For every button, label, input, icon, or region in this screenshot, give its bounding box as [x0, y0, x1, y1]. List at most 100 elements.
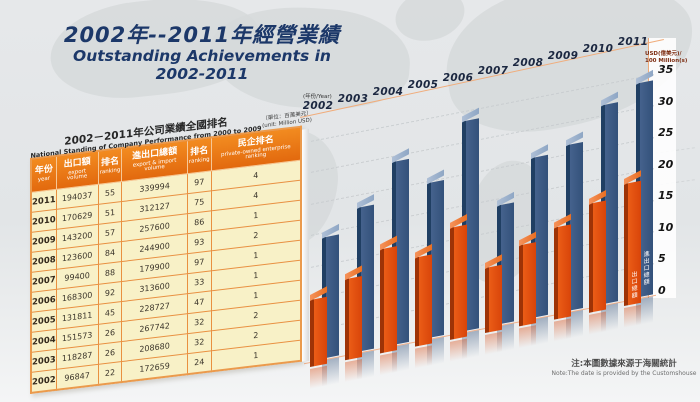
bar-top-cap — [531, 144, 549, 160]
export-bar-2009 — [554, 213, 572, 321]
bar-side-face — [356, 206, 361, 353]
bar-front-face — [453, 224, 467, 340]
export-bar-2003 — [344, 265, 362, 361]
bar-side-face — [636, 82, 641, 299]
reflection-total-2002 — [322, 356, 339, 387]
reflection-export-2009 — [554, 317, 572, 342]
bar-top-cap — [589, 190, 607, 206]
bar-side-face — [391, 161, 396, 346]
y-tick-25: 25 — [658, 126, 674, 140]
total-bar-2003 — [356, 193, 374, 353]
column-header-en: year — [37, 175, 50, 183]
poster-title-block: 2002年--2011年經營業績 Outstanding Achievement… — [52, 24, 352, 83]
bar-top-cap — [356, 193, 374, 209]
y-tick-30: 30 — [658, 94, 674, 108]
bar-side-face — [601, 104, 606, 305]
reflection-total-2011 — [636, 295, 654, 326]
total-bar-2010 — [601, 91, 619, 305]
column-header-1: 出口額 export volume — [56, 150, 99, 190]
bar-front-face — [395, 158, 409, 345]
bar-side-face — [414, 257, 419, 348]
export-bar-2004 — [379, 236, 397, 354]
bar-front-face — [593, 200, 607, 313]
reflection-export-2010 — [589, 310, 607, 335]
year-label-2009: 2009 — [547, 50, 579, 63]
reflection-export-2004 — [379, 351, 397, 375]
reflection-total-2009 — [566, 309, 584, 339]
bar-side-face — [566, 144, 571, 312]
value-axis-unit-label: USD(億美元)/ 100 Million(s) — [645, 51, 700, 64]
bar-side-face — [322, 237, 326, 360]
bar-front-face — [383, 246, 397, 354]
column-header-en: ranking — [188, 156, 210, 165]
bar-front-face — [570, 141, 584, 311]
bar-top-cap — [310, 285, 327, 301]
value-cell: 96847 — [56, 364, 99, 390]
bar-front-face — [348, 275, 362, 360]
reflection-total-2005 — [426, 336, 444, 366]
year-label-2003: 2003 — [337, 92, 369, 105]
y-tick-15: 15 — [658, 189, 674, 203]
year-label-2010: 2010 — [582, 43, 614, 56]
year-label-2002: 2002 — [302, 100, 334, 112]
year-label-2011: 2011 — [617, 36, 649, 49]
value-axis-unit-line1: USD(億美元)/ — [645, 51, 682, 57]
export-bar-series-label: 出口總額 — [630, 270, 638, 301]
bar-top-cap — [426, 170, 444, 185]
bar-side-face — [344, 278, 349, 361]
y-tick-20: 20 — [658, 157, 674, 171]
bar-front-face — [558, 224, 572, 320]
column-header-0: 年份 year — [31, 155, 57, 193]
bar-side-face — [589, 203, 594, 314]
bar-side-face — [449, 227, 454, 341]
bar-side-face — [461, 121, 466, 333]
performance-table-card: 2002－2011年公司業績全國排名 National Standing of … — [30, 110, 312, 394]
year-label-2007: 2007 — [477, 64, 509, 77]
reflection-export-2005 — [414, 344, 432, 369]
bar-side-face — [624, 183, 629, 307]
bar-side-face — [554, 226, 559, 321]
bar-front-face — [418, 254, 432, 347]
bar-top-cap — [344, 265, 362, 281]
bar-front-face — [605, 102, 619, 305]
column-header-en: ranking — [99, 166, 121, 176]
export-bar-2010 — [589, 190, 607, 314]
performance-table: 年份 year 出口額 export volume 排名 ranking 進出口總額 expo… — [30, 125, 302, 394]
bar-side-face — [426, 183, 431, 339]
export-bar-2005 — [414, 244, 432, 348]
world-map-background — [453, 152, 558, 293]
export-bar-2006 — [449, 214, 467, 341]
table-page-edge — [302, 128, 309, 362]
source-note: 注:本圖數據來源于海關統計 Note:The date is provided … — [548, 359, 700, 378]
value-axis-unit-line2: 100 Million(s) — [645, 57, 688, 64]
bar-front-face — [430, 180, 444, 339]
total-bar-2009 — [566, 131, 584, 312]
total-bar-2002 — [322, 224, 339, 360]
bar-top-cap — [322, 224, 339, 240]
bar-front-face — [628, 180, 642, 306]
reflection-total-2006 — [461, 329, 479, 360]
year-cell: 2002 — [31, 369, 57, 393]
reflection-export-2011 — [624, 304, 642, 328]
y-tick-5: 5 — [658, 252, 666, 266]
reflection-export-2008 — [519, 324, 537, 348]
year-axis-caption: (年份/Year) — [303, 94, 332, 100]
reflection-export-2002 — [310, 365, 327, 389]
reflection-total-2008 — [531, 316, 549, 346]
bar-top-cap — [391, 148, 409, 164]
bar-top-cap — [449, 214, 467, 229]
year-label-2005: 2005 — [407, 78, 439, 91]
year-label-2004: 2004 — [372, 85, 404, 98]
source-note-zh: 注:本圖數據來源于海關統計 — [571, 359, 677, 369]
poster-title-zh: 2002年--2011年經營業績 — [63, 23, 341, 47]
year-label-2006: 2006 — [442, 71, 474, 84]
bar-top-cap — [379, 236, 397, 251]
value-cell: 24 — [187, 350, 212, 375]
bar-top-cap — [414, 244, 432, 259]
reflection-total-2003 — [356, 350, 374, 380]
year-label-2008: 2008 — [512, 57, 544, 70]
bar-top-cap — [566, 131, 584, 146]
bar-front-face — [314, 296, 327, 367]
bar-top-cap — [554, 213, 572, 229]
